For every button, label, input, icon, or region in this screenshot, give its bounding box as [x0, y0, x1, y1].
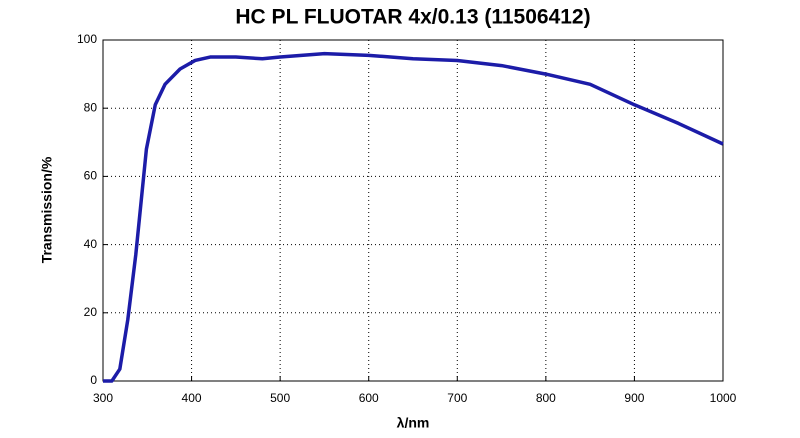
x-axis-label: λ/nm	[397, 415, 430, 431]
x-tick-label: 500	[270, 391, 290, 405]
y-tick-label: 40	[84, 237, 98, 251]
y-tick-label: 80	[84, 100, 98, 114]
x-tick-label: 800	[536, 391, 556, 405]
x-tick-label: 300	[93, 391, 113, 405]
y-tick-label: 0	[90, 373, 97, 387]
x-tick-label: 700	[447, 391, 467, 405]
y-axis-label: Transmission/%	[39, 156, 55, 263]
data-line	[103, 51, 724, 383]
y-tick-label: 60	[84, 169, 98, 183]
y-tick-label: 20	[84, 305, 98, 319]
x-tick-label: 400	[182, 391, 202, 405]
chart-title: HC PL FLUOTAR 4x/0.13 (11506412)	[235, 6, 590, 29]
y-tick-label: 100	[77, 32, 97, 46]
x-tick-label: 1000	[710, 391, 737, 405]
x-tick-label: 900	[624, 391, 644, 405]
x-tick-label: 600	[359, 391, 379, 405]
plot-frame	[102, 39, 724, 382]
